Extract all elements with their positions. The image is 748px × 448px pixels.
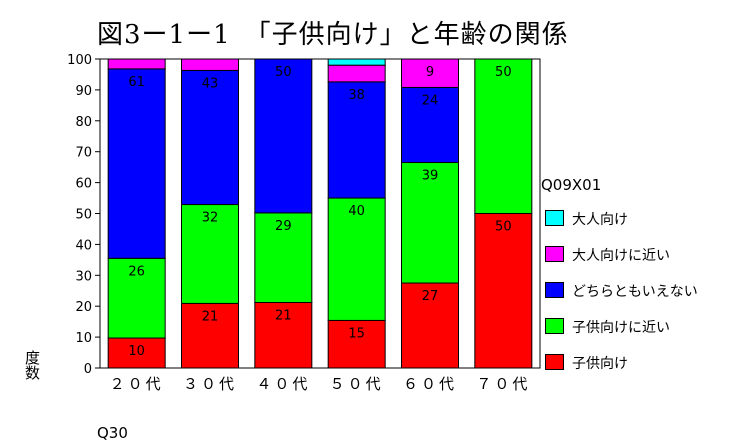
legend-label: 子供向け: [572, 356, 628, 372]
y-tick-label: 90: [75, 84, 92, 99]
bar-segment: [401, 282, 459, 369]
data-label: 29: [275, 219, 292, 234]
bar-segment: [107, 58, 166, 70]
x-tick-label: ４０代: [256, 375, 310, 393]
legend-swatch: [545, 318, 564, 334]
x-tick-label: ７０代: [476, 375, 530, 393]
legend-label: 大人向け: [572, 212, 628, 228]
data-label: 9: [426, 65, 434, 80]
legend-label: 大人向けに近い: [572, 248, 670, 264]
y-tick-label: 70: [75, 146, 92, 161]
x-tick-label: ３０代: [183, 375, 237, 393]
x-tick-label: ６０代: [403, 375, 457, 393]
y-tick-label: 100: [67, 53, 92, 68]
y-axis-label: 度数: [23, 350, 41, 380]
data-label: 38: [348, 88, 365, 103]
bar-segment: [327, 64, 386, 83]
bar-segment: [181, 58, 239, 71]
data-label: 15: [348, 326, 365, 341]
bar-segment: [401, 86, 459, 164]
bar-segment: [254, 58, 313, 214]
bar-segment: [474, 58, 533, 214]
data-label: 50: [495, 65, 512, 80]
legend-title: Q09X01: [541, 176, 602, 194]
data-label: 50: [495, 220, 512, 235]
data-label: 21: [202, 309, 219, 324]
bar-segment: [327, 319, 386, 369]
data-label: 26: [128, 264, 145, 279]
bar-segment: [327, 81, 386, 199]
bar-segment: [474, 213, 533, 369]
y-tick-label: 50: [75, 208, 92, 223]
bar-segment: [401, 58, 459, 88]
chart-title: 図3ー1ー1 「子供向け」と年齢の関係: [97, 20, 569, 50]
data-label: 27: [422, 289, 439, 304]
bar-segment: [107, 337, 166, 369]
y-tick-label: 60: [75, 177, 92, 192]
y-tick-label: 20: [75, 300, 92, 315]
bar-segment: [327, 197, 386, 321]
bar-segment: [254, 212, 313, 303]
legend-swatch: [545, 210, 564, 226]
bar-segment: [327, 58, 386, 66]
legend-label: 子供向けに近い: [572, 320, 670, 336]
x-tick-label: ２０代: [110, 375, 164, 393]
y-tick-label: 80: [75, 115, 92, 130]
data-label: 61: [128, 75, 145, 90]
data-label: 40: [348, 204, 365, 219]
y-tick-label: 40: [75, 238, 92, 253]
bar-segment: [181, 302, 239, 369]
legend-swatch: [545, 282, 564, 298]
legend-swatch: [545, 246, 564, 262]
y-tick-label: 0: [84, 362, 92, 377]
bar-segment: [181, 69, 239, 206]
data-label: 24: [422, 93, 439, 108]
bar-segment: [254, 301, 313, 369]
y-tick-label: 10: [75, 331, 92, 346]
data-label: 10: [128, 344, 145, 359]
x-axis-label: Q30: [97, 424, 128, 442]
data-label: 21: [275, 308, 292, 323]
x-tick-label: ５０代: [330, 375, 384, 393]
plot-frame: [99, 58, 541, 369]
data-label: 50: [275, 65, 292, 80]
data-label: 39: [422, 169, 439, 184]
y-tick-label: 30: [75, 269, 92, 284]
bar-segment: [401, 162, 459, 284]
data-label: 43: [202, 76, 219, 91]
legend-swatch: [545, 354, 564, 370]
bar-segment: [181, 204, 239, 304]
legend-label: どちらともいえない: [572, 284, 698, 300]
bar-segment: [107, 68, 166, 259]
data-label: 32: [202, 211, 219, 226]
